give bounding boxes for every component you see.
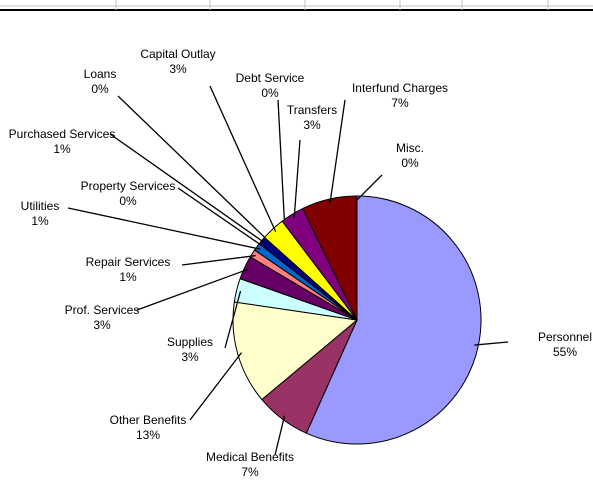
slice-label: 3% [169,62,187,76]
slice-name: Property Services [81,179,176,193]
slice-label: 3% [303,118,321,132]
slice-name: Other Benefits [110,413,187,427]
slice-name: Prof. Services [65,303,140,317]
leader-line [177,187,263,247]
leader-line [474,341,509,346]
slice-label: 0% [401,156,419,170]
leader-line [136,268,249,311]
slice-name: Personnel [538,330,592,344]
leader-line [356,174,383,201]
slice-label: 13% [136,428,160,442]
slice-label: 55% [553,345,577,359]
slice-name: Repair Services [86,255,171,269]
slice-label: 3% [181,350,199,364]
slice-label: 0% [91,82,109,96]
slice-label: 3% [93,318,111,332]
leader-line [329,99,346,204]
slice-name: Supplies [167,335,213,349]
slice-label: 0% [119,194,137,208]
leader-line [109,133,266,244]
slice-label: 1% [119,270,137,284]
leader-line [67,207,261,250]
slice-name: Purchased Services [9,127,116,141]
slice-name: Utilities [21,199,60,213]
leader-line [117,95,268,241]
slice-label: 7% [241,465,259,479]
slice-label: 1% [31,214,49,228]
slice-name: Capital Outlay [140,47,215,61]
slice-name: Transfers [287,103,337,117]
spreadsheet-grid [0,0,593,11]
slice-name: Misc. [396,141,424,155]
slice-label: 1% [53,142,71,156]
leader-line [209,85,277,233]
slice-name: Medical Benefits [206,450,294,464]
leader-line [274,415,286,456]
leader-line [189,352,243,421]
leader-line [293,139,301,218]
leader-line [224,290,242,349]
leader-line [277,99,286,225]
slice-label: 7% [391,96,409,110]
pie-slice [232,301,359,401]
leader-line [181,254,256,266]
slice-name: Debt Service [236,71,305,85]
pie-slice [305,195,482,445]
slice-label: 0% [261,86,279,100]
slice-name: Interfund Charges [352,81,448,95]
slice-name: Loans [84,67,117,81]
